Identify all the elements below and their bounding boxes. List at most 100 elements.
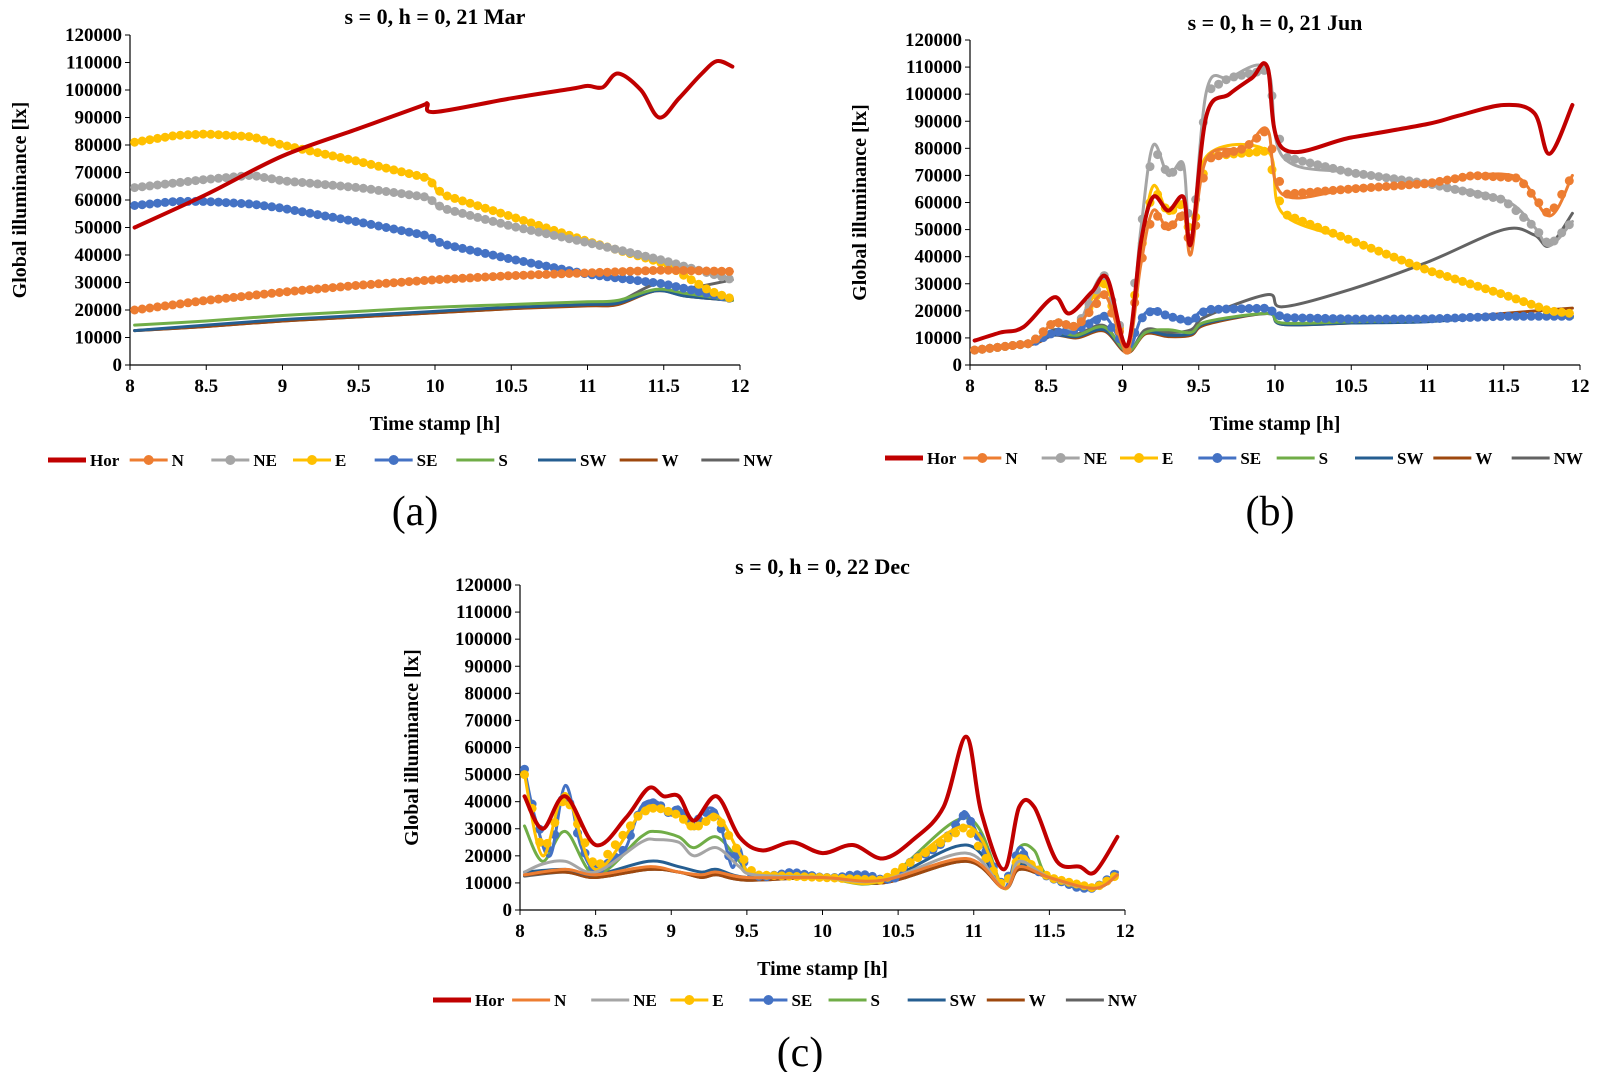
series-point-n <box>1153 211 1163 221</box>
series-point-se <box>541 261 551 271</box>
y-tick-label: 120000 <box>65 25 122 46</box>
panel-label: (a) <box>392 489 439 535</box>
y-tick-label: 0 <box>113 355 123 376</box>
series-point-e <box>1481 284 1490 294</box>
series-group <box>970 61 1575 355</box>
series-point-e <box>503 211 513 220</box>
series-point-n <box>625 266 635 276</box>
y-tick-label: 10000 <box>75 328 123 349</box>
series-point-ne <box>1366 171 1376 180</box>
series-point-se <box>236 199 246 208</box>
series-point-se <box>966 816 976 826</box>
x-tick-label: 10 <box>1266 376 1285 397</box>
series-point-se <box>442 240 452 250</box>
series-point-e <box>412 170 422 180</box>
series-point-n <box>290 286 300 296</box>
legend-label: SE <box>791 991 812 1010</box>
x-tick-label: 11 <box>965 921 983 942</box>
series-point-se <box>343 215 353 225</box>
series-point-ne <box>1229 72 1239 82</box>
series-point-n <box>564 269 574 278</box>
series-point-e <box>1381 249 1391 259</box>
series-point-n <box>1481 171 1490 181</box>
series-point-ne <box>1465 188 1475 198</box>
series-point-n <box>435 275 445 284</box>
legend-label: SE <box>417 451 438 470</box>
series-point-e <box>259 135 269 145</box>
series-point-ne <box>412 191 422 201</box>
series-point-n <box>1412 179 1422 189</box>
series-point-n <box>503 271 513 281</box>
series-point-se <box>275 203 284 213</box>
chart-panels: s = 0, h = 0, 21 Mar 0 10000 20000 30000 4000… <box>9 4 1590 1072</box>
series-point-n <box>1015 340 1025 350</box>
series-point-e <box>951 828 961 838</box>
series-point-ne <box>419 192 429 202</box>
series-point-e <box>663 806 673 816</box>
series-point-se <box>1420 314 1429 324</box>
series-point-ne <box>1214 79 1224 89</box>
series-point-ne <box>1336 165 1346 175</box>
series-point-se <box>1519 311 1529 321</box>
series-point-ne <box>633 249 643 259</box>
series-point-n <box>1229 146 1239 156</box>
series-point-e <box>1511 294 1521 304</box>
series-point-n <box>145 303 155 313</box>
y-tick-label: 80000 <box>465 683 513 704</box>
series-point-se <box>1305 313 1315 323</box>
series-point-e <box>1488 286 1498 296</box>
series-point-se <box>1381 314 1391 324</box>
series-point-ne <box>549 230 559 240</box>
series-point-e <box>358 158 368 168</box>
y-tick-label: 30000 <box>915 274 963 295</box>
series-point-e <box>618 830 628 840</box>
legend-marker <box>143 455 154 465</box>
series-point-se <box>480 248 490 258</box>
series-point-e <box>898 862 908 872</box>
x-tick-label: 9 <box>278 376 288 397</box>
series-point-e <box>168 131 178 141</box>
y-tick-label: 90000 <box>465 656 513 677</box>
series-point-ne <box>313 179 323 189</box>
series-point-e <box>701 817 711 826</box>
series-point-se <box>259 201 269 211</box>
series-point-n <box>1099 290 1109 300</box>
series-point-ne <box>1557 228 1567 238</box>
series-point-se <box>313 210 323 220</box>
series-point-n <box>1557 189 1567 199</box>
series-point-n <box>343 281 353 291</box>
series-point-se <box>633 276 643 286</box>
series-point-e <box>550 818 560 828</box>
series-point-e <box>717 290 727 300</box>
series-point-se <box>1481 312 1490 322</box>
series-point-e <box>1404 258 1414 268</box>
series-point-n <box>168 300 178 310</box>
series-point-e <box>1244 148 1254 158</box>
series-point-se <box>1145 307 1155 317</box>
series-point-n <box>389 278 399 288</box>
series-point-e <box>1519 297 1529 307</box>
series-point-e <box>1397 255 1407 265</box>
series-point-ne <box>1534 228 1544 238</box>
series-point-n <box>1564 176 1574 186</box>
series-point-e <box>966 829 976 838</box>
legend-marker <box>684 995 695 1005</box>
series-point-se <box>427 233 437 243</box>
series-point-e <box>702 284 711 294</box>
legend-marker <box>1212 453 1223 463</box>
series-point-n <box>275 288 284 297</box>
series-point-n <box>985 343 995 353</box>
series-point-n <box>1526 188 1536 198</box>
series-point-se <box>1153 307 1163 316</box>
series-point-e <box>633 811 643 821</box>
series-point-n <box>1244 140 1254 149</box>
series-point-ne <box>145 181 155 191</box>
chart-panel-3: s = 0, h = 0, 22 Dec 0 10000 20000 30000 4000… <box>401 554 1137 1072</box>
series-point-ne <box>1488 193 1498 202</box>
series-point-n <box>252 290 262 300</box>
series-point-se <box>1046 329 1056 339</box>
series-point-n <box>602 267 612 277</box>
series-point-ne <box>580 237 589 247</box>
y-axis-title: Global illuminance [lx] <box>9 102 31 299</box>
series-point-n <box>1404 180 1414 190</box>
